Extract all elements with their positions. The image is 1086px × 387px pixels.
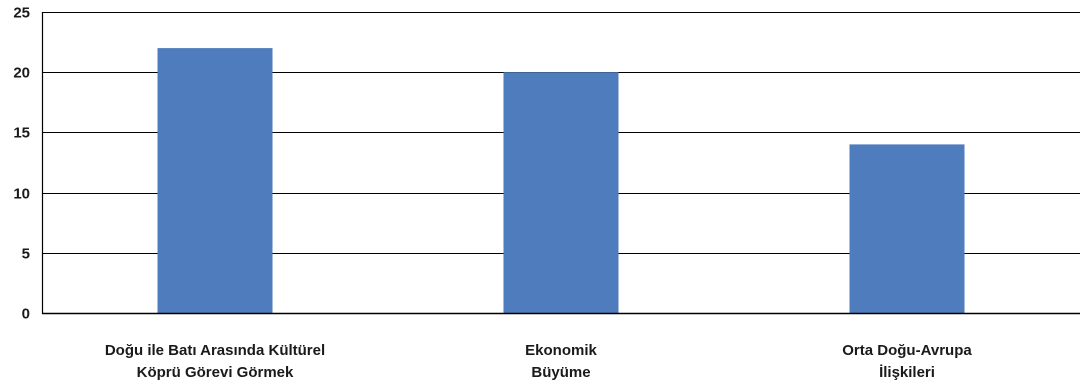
category-label-3-line-1: Orta Doğu-Avrupa	[842, 342, 972, 359]
y-tick-label-0: 0	[22, 306, 30, 323]
bar-1	[157, 48, 273, 313]
category-label-2-line-2: Büyüme	[531, 364, 590, 381]
y-tick-label-10: 10	[13, 186, 30, 203]
category-label-2-line-1: Ekonomik	[525, 342, 597, 359]
bar-2	[503, 72, 619, 313]
y-tick-label-5: 5	[22, 246, 30, 263]
axes	[41, 12, 1080, 315]
bars	[157, 48, 965, 313]
y-tick-label-25: 25	[13, 5, 30, 22]
y-tick-labels: 0 5 10 15 20 25	[13, 5, 30, 323]
category-label-1-line-2: Köprü Görevi Görmek	[137, 364, 294, 381]
bar-3	[849, 144, 965, 313]
category-label-3-line-2: İlişkileri	[879, 364, 935, 381]
y-tick-label-20: 20	[13, 65, 30, 82]
category-labels: Doğu ile Batı Arasında Kültürel Köprü Gör…	[105, 342, 973, 381]
y-tick-label-15: 15	[13, 125, 30, 142]
category-label-1-line-1: Doğu ile Batı Arasında Kültürel	[105, 342, 325, 359]
